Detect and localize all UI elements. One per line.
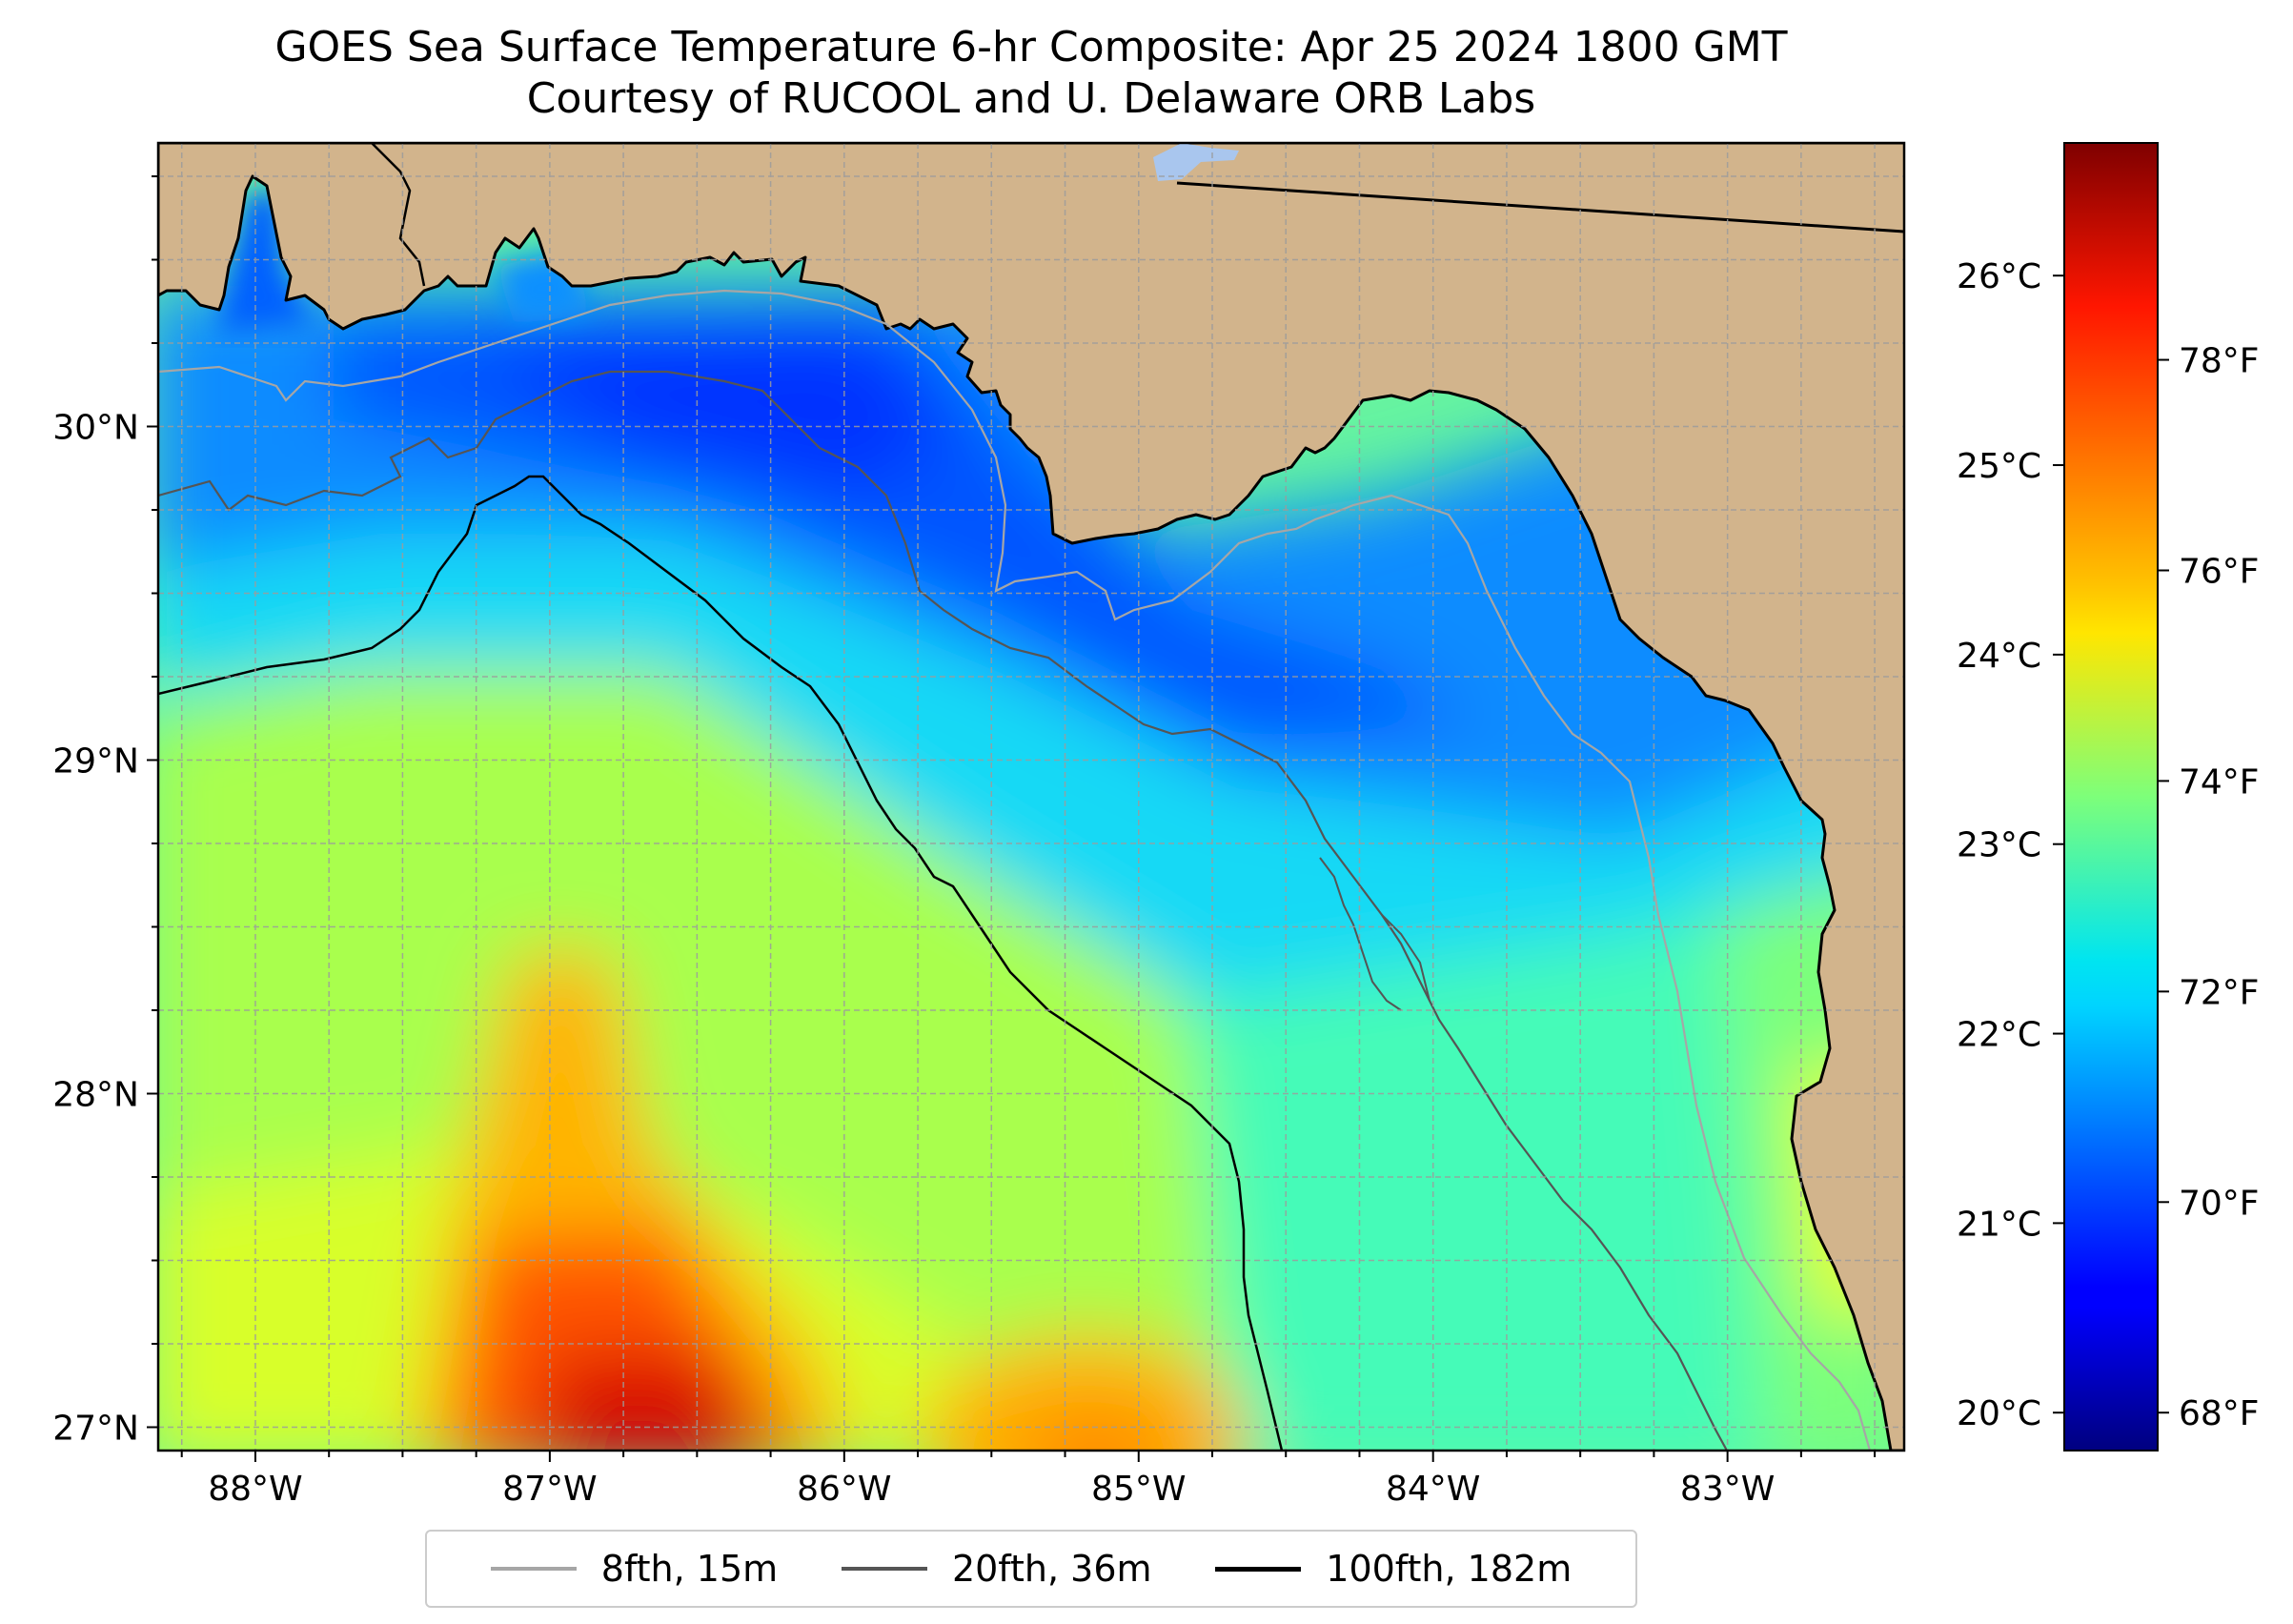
lon-tick-label: 86°W — [797, 1470, 891, 1509]
map-title: GOES Sea Surface Temperature 6-hr Compos… — [274, 23, 1788, 71]
lon-tick-label: 87°W — [502, 1470, 597, 1509]
state-border — [1176, 181, 1904, 233]
legend-item-100fth: 100fth, 182m — [1215, 1548, 1572, 1590]
colorbar — [2063, 142, 2159, 1451]
lat-tick-label: 27°N — [52, 1410, 139, 1449]
celsius-tick-label: 22°C — [1957, 1016, 2041, 1055]
legend-swatch-8fth — [490, 1567, 577, 1571]
celsius-tick-label: 23°C — [1957, 826, 2041, 865]
gridlines — [158, 143, 1904, 1451]
lon-tick-label: 88°W — [208, 1470, 302, 1509]
celsius-tick-label: 25°C — [1957, 447, 2041, 486]
fahrenheit-tick-label: 70°F — [2179, 1184, 2260, 1223]
map-frame — [156, 141, 1906, 1452]
lon-tick-label: 85°W — [1091, 1470, 1186, 1509]
contour-20fth-islands — [1319, 857, 1431, 1011]
fahrenheit-tick-label: 78°F — [2179, 342, 2260, 381]
fahrenheit-tick-label: 72°F — [2179, 973, 2260, 1012]
state-border — [371, 143, 426, 287]
lat-tick-label: 28°N — [52, 1076, 139, 1115]
land-mask — [158, 143, 1904, 1451]
celsius-tick-label: 26°C — [1957, 257, 2041, 296]
legend-item-20fth: 20fth, 36m — [841, 1548, 1152, 1590]
legend-label-100fth: 100fth, 182m — [1326, 1548, 1573, 1590]
fahrenheit-tick-label: 74°F — [2179, 762, 2260, 802]
lake — [1153, 143, 1239, 181]
map-subtitle: Courtesy of RUCOOL and U. Delaware ORB L… — [526, 74, 1536, 123]
fahrenheit-tick-label: 76°F — [2179, 552, 2260, 591]
legend-label-20fth: 20fth, 36m — [951, 1548, 1152, 1590]
lat-tick-label: 30°N — [52, 409, 139, 448]
coastline — [158, 143, 1904, 1451]
celsius-tick-label: 24°C — [1957, 637, 2041, 676]
celsius-tick-label: 20°C — [1957, 1394, 2041, 1433]
lon-tick-label: 84°W — [1386, 1470, 1480, 1509]
contour-100fth — [158, 475, 1284, 1451]
colorbar-axis: 20°C 21°C 22°C 23°C 24°C 25°C 26°C 68°F 70°F 72°F… — [1957, 257, 2259, 1433]
lat-tick-label: 29°N — [52, 742, 139, 782]
legend-swatch-20fth — [841, 1567, 927, 1571]
lon-tick-label: 83°W — [1680, 1470, 1775, 1509]
legend-label-8fth: 8fth, 15m — [600, 1548, 779, 1590]
legend: 8fth, 15m 20fth, 36m 100fth, 182m — [425, 1530, 1637, 1608]
legend-item-8fth: 8fth, 15m — [490, 1548, 779, 1590]
map-axes: 88°W 87°W 86°W 85°W 84°W 83°W 27°N 28°N 29°N 30°N — [52, 175, 1877, 1509]
contour-8fth — [158, 289, 1872, 1451]
celsius-tick-label: 21°C — [1957, 1205, 2041, 1244]
legend-swatch-100fth — [1215, 1566, 1302, 1572]
fahrenheit-tick-label: 68°F — [2179, 1394, 2260, 1433]
